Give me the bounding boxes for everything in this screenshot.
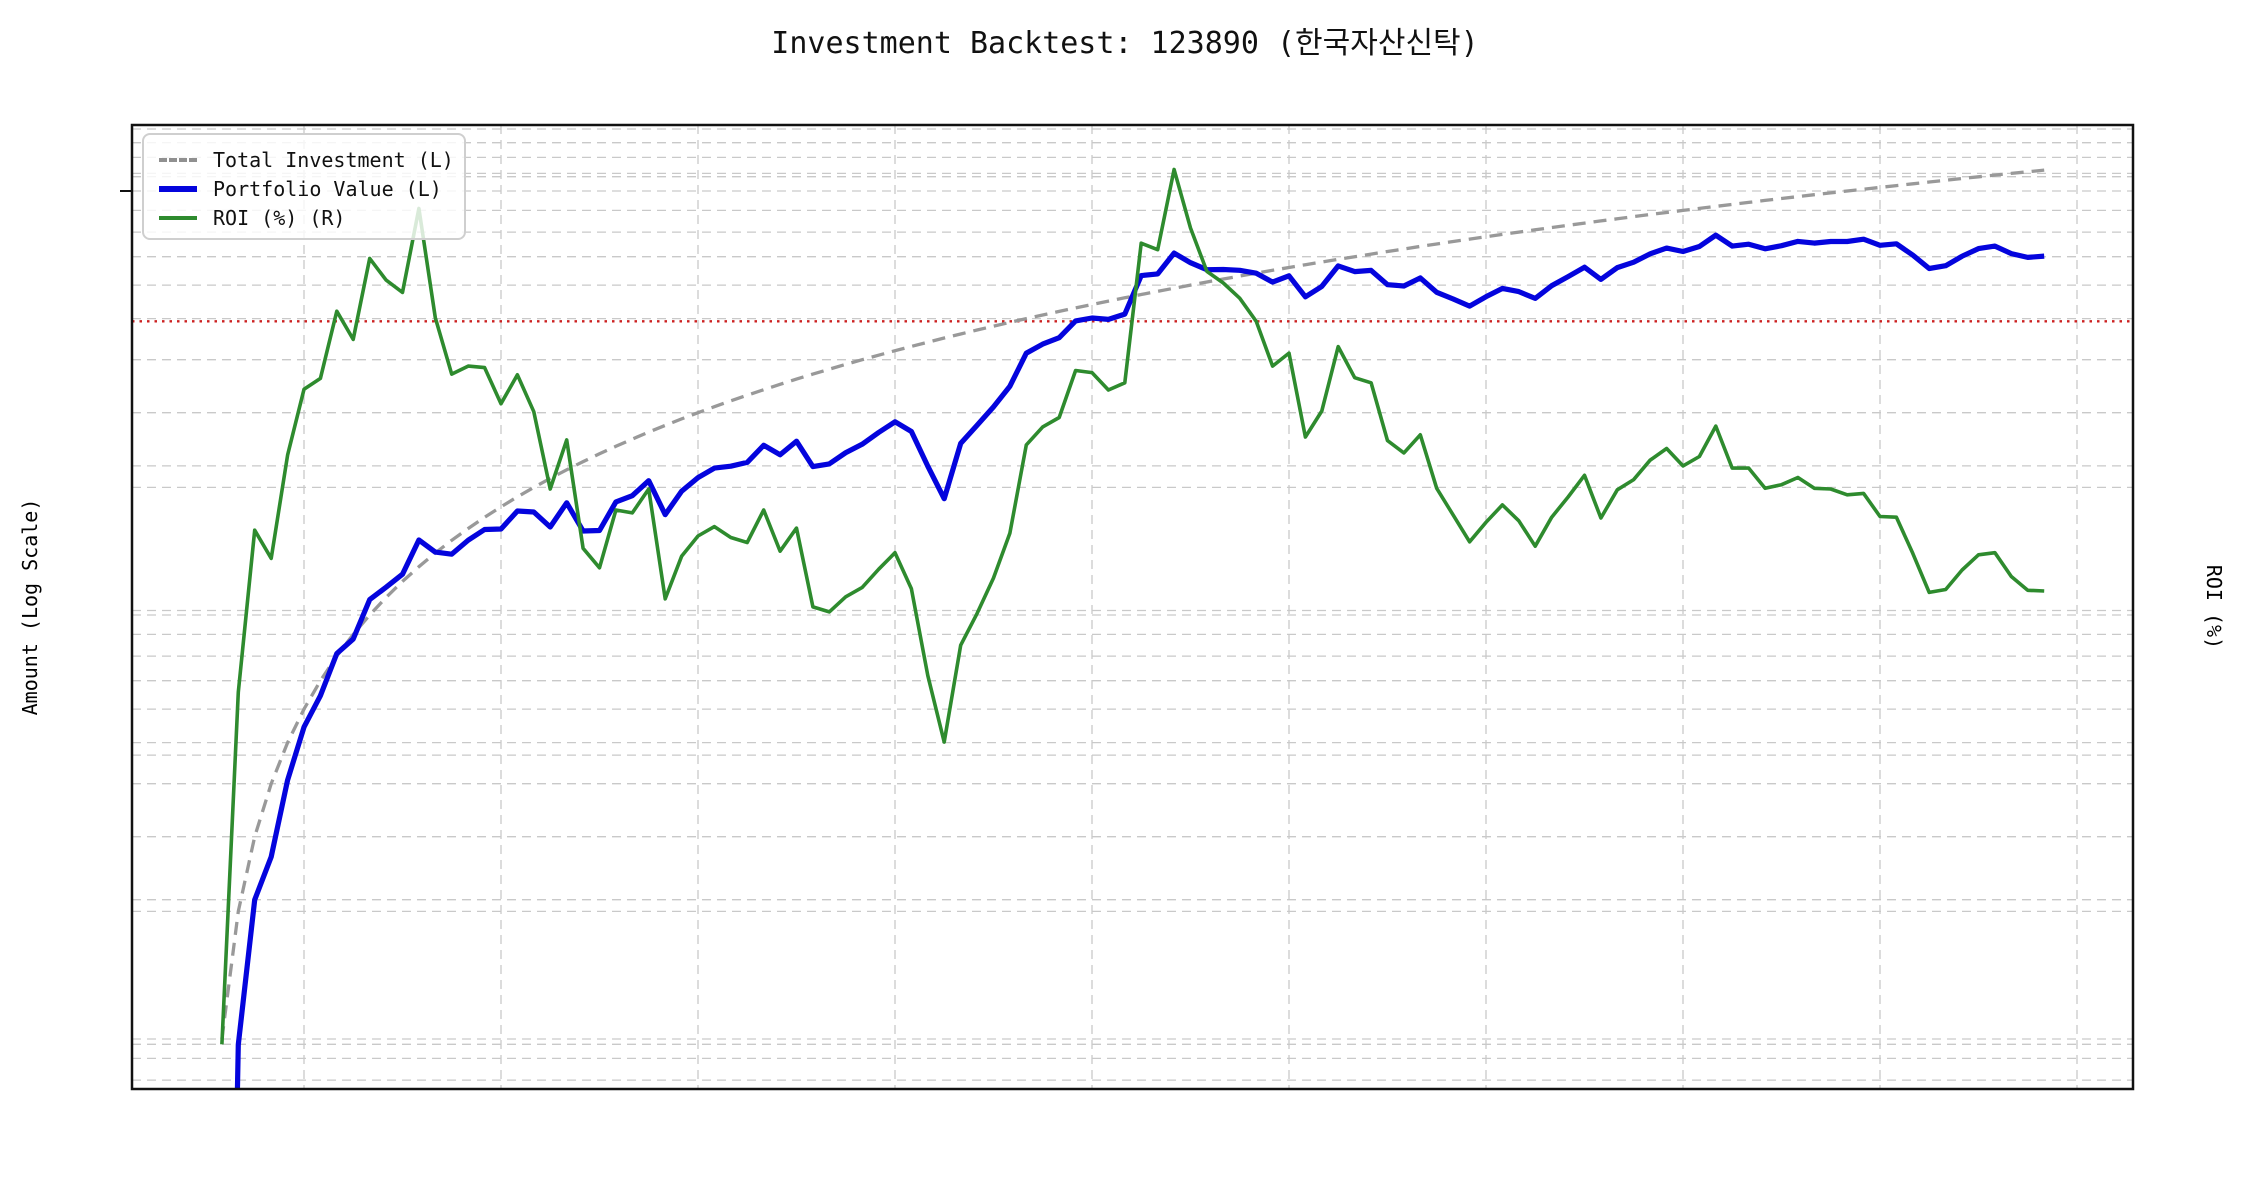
left-axis-label: Amount (Log Scale) [18, 498, 42, 716]
legend-label: Portfolio Value (L) [213, 176, 442, 201]
legend-item-total-investment: Total Investment (L) [159, 145, 464, 174]
dashed-line-sample-icon [159, 157, 197, 162]
legend-label: ROI (%) (R) [213, 205, 346, 230]
legend-item-roi: ROI (%) (R) [159, 203, 464, 232]
solid-line-sample-icon [159, 185, 197, 192]
legend-item-portfolio-value: Portfolio Value (L) [159, 174, 464, 203]
solid-line-sample-icon [159, 215, 197, 220]
legend: Total Investment (L) Portfolio Value (L)… [142, 133, 466, 240]
legend-label: Total Investment (L) [213, 147, 454, 172]
right-axis-label: ROI (%) [2202, 564, 2226, 650]
chart-title: Investment Backtest: 123890 (한국자산신탁) [771, 26, 1479, 61]
